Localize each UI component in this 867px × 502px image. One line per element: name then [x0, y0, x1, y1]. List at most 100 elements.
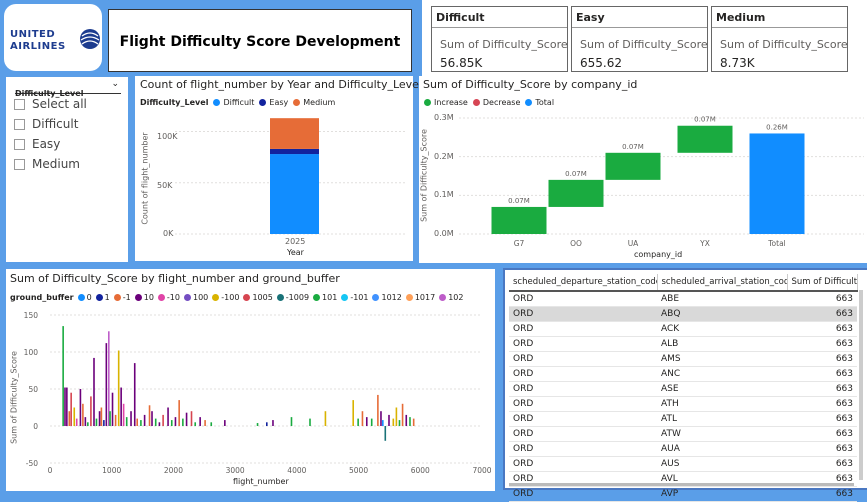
- flight-bar[interactable]: [190, 411, 193, 426]
- legend-item-total[interactable]: Total: [535, 98, 555, 107]
- flight-bar[interactable]: [405, 414, 408, 426]
- flight-bar[interactable]: [151, 411, 153, 426]
- flight-bar[interactable]: [84, 417, 87, 426]
- flight-bar[interactable]: [370, 418, 373, 426]
- slicer-header[interactable]: Difficulty_Level ⌄: [15, 79, 121, 98]
- flight-bar[interactable]: [377, 394, 379, 426]
- flight-bar[interactable]: [409, 417, 411, 426]
- legend-item-medium[interactable]: Medium: [303, 98, 336, 107]
- flight-bar[interactable]: [154, 418, 157, 426]
- checkbox[interactable]: [14, 118, 25, 130]
- flight-bar[interactable]: [130, 411, 132, 426]
- waterfall-bar[interactable]: [677, 125, 733, 153]
- flight-bar[interactable]: [62, 326, 64, 426]
- table-row[interactable]: ORD AUA 663: [509, 441, 857, 457]
- flight-bar[interactable]: [174, 417, 177, 426]
- table-row[interactable]: ORD ATH 663: [509, 396, 857, 412]
- flight-bar[interactable]: [117, 350, 120, 426]
- flight-bar[interactable]: [182, 418, 184, 426]
- flight-bar[interactable]: [388, 414, 390, 426]
- slicer-item-difficult[interactable]: Difficult: [14, 117, 78, 131]
- flight-bar[interactable]: [398, 420, 401, 426]
- flight-bar[interactable]: [109, 411, 111, 426]
- flight-bar[interactable]: [352, 400, 354, 426]
- flight-bar[interactable]: [210, 422, 213, 426]
- flight-bar[interactable]: [266, 422, 268, 426]
- bar-difficult[interactable]: [270, 154, 319, 234]
- legend-item[interactable]: 101: [322, 293, 338, 302]
- table-row[interactable]: ORD AVP 663: [509, 486, 857, 502]
- flight-bar[interactable]: [82, 403, 84, 426]
- flight-bar[interactable]: [158, 422, 161, 426]
- table-row[interactable]: ORD ABQ 663: [509, 306, 857, 322]
- checkbox[interactable]: [14, 158, 25, 170]
- flight-bar[interactable]: [114, 414, 117, 426]
- waterfall-bar[interactable]: [491, 206, 547, 234]
- table-row[interactable]: ORD ALB 663: [509, 336, 857, 352]
- legend-item[interactable]: 1005: [252, 293, 273, 302]
- horizontal-scrollbar[interactable]: [509, 483, 854, 486]
- table-row[interactable]: ORD ASE 663: [509, 381, 857, 397]
- table-row[interactable]: ORD ABE 663: [509, 291, 857, 307]
- flight-bar[interactable]: [309, 418, 311, 426]
- legend-item[interactable]: 10: [143, 293, 154, 302]
- flight-bar[interactable]: [87, 422, 89, 426]
- table-row[interactable]: ORD ATW 663: [509, 426, 857, 442]
- flight-bar[interactable]: [133, 363, 136, 426]
- flight-bar[interactable]: [122, 403, 125, 426]
- flight-bar[interactable]: [148, 405, 151, 426]
- table-row[interactable]: ORD AUS 663: [509, 456, 857, 472]
- legend-item[interactable]: 102: [448, 293, 464, 302]
- legend-item[interactable]: -101: [350, 293, 369, 302]
- flight-bar[interactable]: [324, 411, 327, 426]
- flight-bar[interactable]: [66, 387, 68, 426]
- flight-bar[interactable]: [93, 357, 95, 426]
- flight-bar[interactable]: [90, 396, 92, 426]
- slicer-item-easy[interactable]: Easy: [14, 137, 60, 151]
- legend-item-increase[interactable]: Increase: [434, 98, 468, 107]
- legend-item[interactable]: 0: [86, 293, 92, 302]
- legend-item[interactable]: 1017: [414, 293, 436, 302]
- slicer-item-medium[interactable]: Medium: [14, 157, 80, 171]
- flight-bar[interactable]: [178, 400, 180, 426]
- flight-bar[interactable]: [361, 411, 364, 426]
- flight-bar[interactable]: [256, 423, 259, 426]
- flight-bar[interactable]: [382, 420, 384, 426]
- legend-item-decrease[interactable]: Decrease: [482, 98, 521, 107]
- bar-medium[interactable]: [270, 118, 319, 149]
- flight-bar[interactable]: [412, 418, 415, 426]
- flight-bar[interactable]: [199, 417, 201, 426]
- flight-bar[interactable]: [357, 418, 359, 426]
- flight-bar[interactable]: [384, 426, 387, 441]
- flight-bar[interactable]: [143, 414, 146, 426]
- flight-bar[interactable]: [290, 417, 293, 426]
- table-row[interactable]: ORD ANC 663: [509, 366, 857, 382]
- checkbox[interactable]: [14, 98, 25, 110]
- flight-bar[interactable]: [194, 422, 197, 426]
- flight-bar[interactable]: [224, 420, 226, 426]
- flight-bar[interactable]: [204, 420, 206, 426]
- column-header[interactable]: scheduled_departure_station_code: [509, 274, 658, 292]
- flight-bar[interactable]: [185, 412, 188, 426]
- flight-bar[interactable]: [70, 392, 72, 426]
- flight-bar[interactable]: [365, 417, 368, 426]
- table-row[interactable]: ORD ACK 663: [509, 321, 857, 337]
- flight-bar[interactable]: [108, 331, 110, 426]
- flight-bar[interactable]: [395, 407, 398, 427]
- slicer-item-select-all[interactable]: Select all: [14, 97, 87, 111]
- flight-bar[interactable]: [68, 411, 71, 426]
- flight-bar[interactable]: [136, 418, 138, 426]
- legend-item[interactable]: -1: [122, 293, 131, 302]
- flight-bar[interactable]: [140, 420, 142, 426]
- flight-bar[interactable]: [64, 387, 66, 426]
- legend-item-easy[interactable]: Easy: [269, 98, 289, 107]
- flight-bar[interactable]: [401, 403, 404, 426]
- checkbox[interactable]: [14, 138, 25, 150]
- flight-bar[interactable]: [79, 389, 82, 426]
- flight-bar[interactable]: [103, 420, 105, 426]
- waterfall-bar[interactable]: [548, 179, 604, 207]
- legend-item-difficult[interactable]: Difficult: [223, 98, 255, 107]
- legend-item[interactable]: 1: [104, 293, 110, 302]
- flight-bar[interactable]: [380, 411, 382, 426]
- flight-bar[interactable]: [105, 343, 108, 426]
